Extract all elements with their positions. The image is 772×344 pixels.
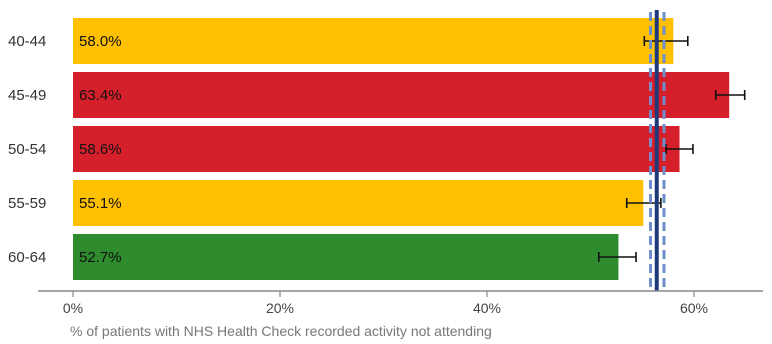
category-label: 50-54 (8, 141, 46, 158)
bar-value-label: 58.6% (79, 141, 122, 158)
x-axis-title: % of patients with NHS Health Check reco… (70, 323, 492, 339)
category-label: 40-44 (8, 33, 46, 50)
bar-value-label: 55.1% (79, 195, 122, 212)
bar-60-64 (73, 234, 619, 280)
x-tick-label: 0% (63, 300, 83, 316)
x-tick-label: 60% (680, 300, 708, 316)
error-bar-60-64 (597, 252, 637, 262)
x-tick-label: 20% (266, 300, 294, 316)
bar-40-44 (73, 18, 674, 64)
category-label: 60-64 (8, 249, 46, 266)
bar-value-label: 52.7% (79, 249, 122, 266)
reference-lines-layer (649, 10, 666, 291)
category-labels-layer: 40-44 45-49 50-54 55-59 60-64 (8, 33, 46, 266)
error-bar-50-54 (665, 144, 694, 154)
error-bar-45-49 (714, 90, 746, 100)
x-axis: 0% 20% 40% 60% (38, 290, 763, 316)
bar-45-49 (73, 72, 730, 118)
bars-layer: 58.0% 63.4% 58.6% 55.1% 52.7% (73, 18, 730, 280)
category-label: 55-59 (8, 195, 46, 212)
bar-value-label: 63.4% (79, 87, 122, 104)
bar-55-59 (73, 180, 644, 226)
category-label: 45-49 (8, 87, 46, 104)
bar-50-54 (73, 126, 680, 172)
bar-value-label: 58.0% (79, 33, 122, 50)
x-tick-label: 40% (473, 300, 501, 316)
